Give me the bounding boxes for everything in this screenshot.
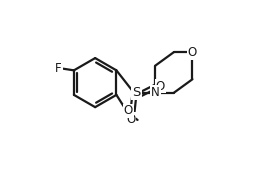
Text: O: O	[156, 79, 165, 93]
Text: O: O	[188, 46, 197, 59]
Text: O: O	[126, 113, 135, 126]
Text: S: S	[132, 86, 141, 99]
Text: F: F	[55, 62, 62, 75]
Text: N: N	[151, 86, 160, 99]
Text: O: O	[124, 104, 133, 117]
